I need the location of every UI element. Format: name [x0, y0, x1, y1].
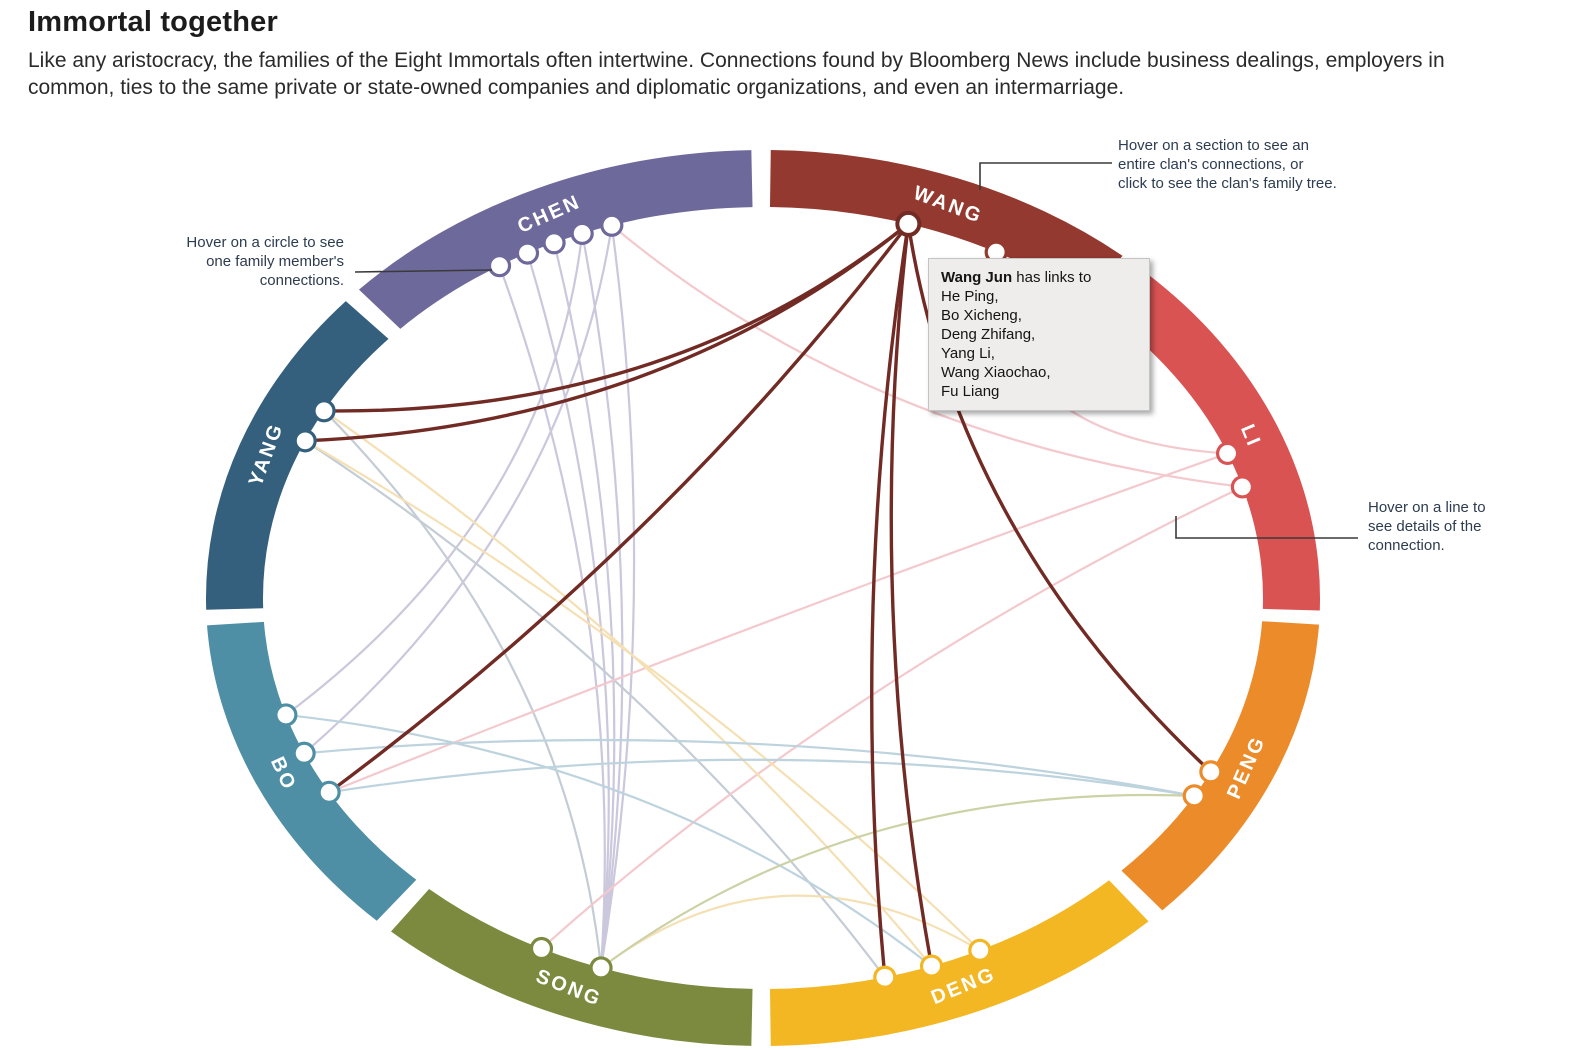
tooltip-link-item: Bo Xicheng, [941, 307, 1022, 324]
tooltip-title-suffix: has links to [1012, 269, 1092, 286]
connection-chen-3--song-2[interactable] [552, 241, 616, 970]
connection-chen-1--song-2[interactable] [498, 264, 606, 970]
connection-yang-2--deng-1[interactable] [304, 439, 886, 979]
connection-chords [284, 224, 1244, 979]
clan-arcs [206, 150, 1320, 1046]
tooltip-link-item: Deng Zhifang, [941, 326, 1036, 343]
annotation-hover-circle: Hover on a circle to see one family memb… [186, 234, 344, 289]
highlighted-chords [303, 222, 1213, 979]
connection-chen-5--li-2[interactable] [610, 224, 1244, 489]
tooltip-title: Wang Jun has links to [941, 268, 1137, 287]
page-subtitle: Like any aristocracy, the families of th… [28, 49, 1445, 99]
node-wang-jun[interactable] [895, 210, 922, 237]
member-nodes [274, 210, 1255, 989]
node-bo-3[interactable] [317, 780, 341, 804]
connection-wang-jun--peng-1[interactable] [906, 222, 1213, 774]
node-chen-5[interactable] [600, 213, 624, 237]
connection-wang-jun--bo-3[interactable] [327, 222, 911, 795]
connection-chen-4--bo-1[interactable] [284, 232, 584, 717]
node-song-1[interactable] [529, 936, 554, 961]
node-peng-1[interactable] [1199, 760, 1223, 784]
connection-deng-3--yang-2[interactable] [304, 439, 981, 952]
node-deng-2[interactable] [919, 954, 944, 978]
node-bo-1[interactable] [274, 703, 298, 727]
node-yang-1[interactable] [312, 399, 336, 423]
connection-chen-5--bo-2[interactable] [303, 224, 613, 755]
tooltip-link-item: Yang Li, [941, 345, 995, 362]
leader-line-circle [354, 269, 493, 273]
connection-deng-3--song-2[interactable] [599, 894, 981, 970]
arc-deng[interactable] [769, 880, 1149, 1046]
node-bo-2[interactable] [292, 741, 316, 765]
annotation-hover-section: Hover on a section to see an entire clan… [1118, 137, 1337, 192]
node-yang-2[interactable] [293, 429, 317, 453]
arc-song[interactable] [391, 889, 753, 1046]
node-li-1[interactable] [1215, 441, 1240, 466]
page-title: Immortal together [28, 6, 278, 38]
tooltip-link-item: Fu Liang [941, 383, 1000, 400]
connection-chen-5--song-2[interactable] [599, 224, 636, 970]
node-chen-1[interactable] [487, 254, 512, 278]
tooltip-wang-jun: Wang Jun has links to He Ping, Bo Xicheng… [928, 258, 1150, 411]
connection-li-2--song-1[interactable] [540, 485, 1244, 950]
connection-bo-1--deng-2[interactable] [284, 713, 933, 968]
connection-wang-jun--deng-2[interactable] [889, 222, 934, 968]
connection-yang-1--song-2[interactable] [322, 409, 603, 970]
connection-chen-2--song-2[interactable] [526, 251, 610, 970]
node-chen-2[interactable] [515, 241, 540, 265]
node-li-2[interactable] [1230, 475, 1255, 499]
node-song-2[interactable] [589, 956, 613, 980]
node-chen-4[interactable] [570, 221, 594, 246]
connection-bo-3--peng-2[interactable] [328, 758, 1196, 797]
annotation-hover-line: Hover on a line to see details of the co… [1368, 499, 1486, 554]
tooltip-link-item: Wang Xiaochao, [941, 364, 1051, 381]
node-deng-1[interactable] [873, 965, 897, 989]
connection-li-1--bo-3[interactable] [328, 452, 1229, 794]
node-chen-3[interactable] [542, 231, 566, 255]
node-deng-3[interactable] [968, 938, 992, 962]
connection-wang-jun--yang-2[interactable] [303, 222, 911, 443]
connection-bo-2--peng-2[interactable] [303, 738, 1196, 797]
leader-line-connection [1175, 516, 1358, 539]
tooltip-links: He Ping, Bo Xicheng, Deng Zhifang, Yang Li,… [941, 287, 1137, 401]
tooltip-person-name: Wang Jun [941, 269, 1013, 286]
header: Immortal together Like any aristocracy, … [28, 6, 1508, 101]
arc-li[interactable] [1103, 270, 1320, 611]
connection-chen-4--song-2[interactable] [581, 232, 624, 970]
leader-line-section [979, 162, 1112, 190]
connection-deng-2--yang-1[interactable] [322, 409, 933, 968]
arc-yang[interactable] [206, 301, 389, 610]
node-peng-2[interactable] [1182, 784, 1206, 808]
leader-lines [354, 162, 1358, 539]
tooltip-link-item: He Ping, [941, 288, 999, 305]
connection-wang-jun--deng-1[interactable] [870, 222, 911, 979]
arc-bo[interactable] [207, 621, 417, 921]
